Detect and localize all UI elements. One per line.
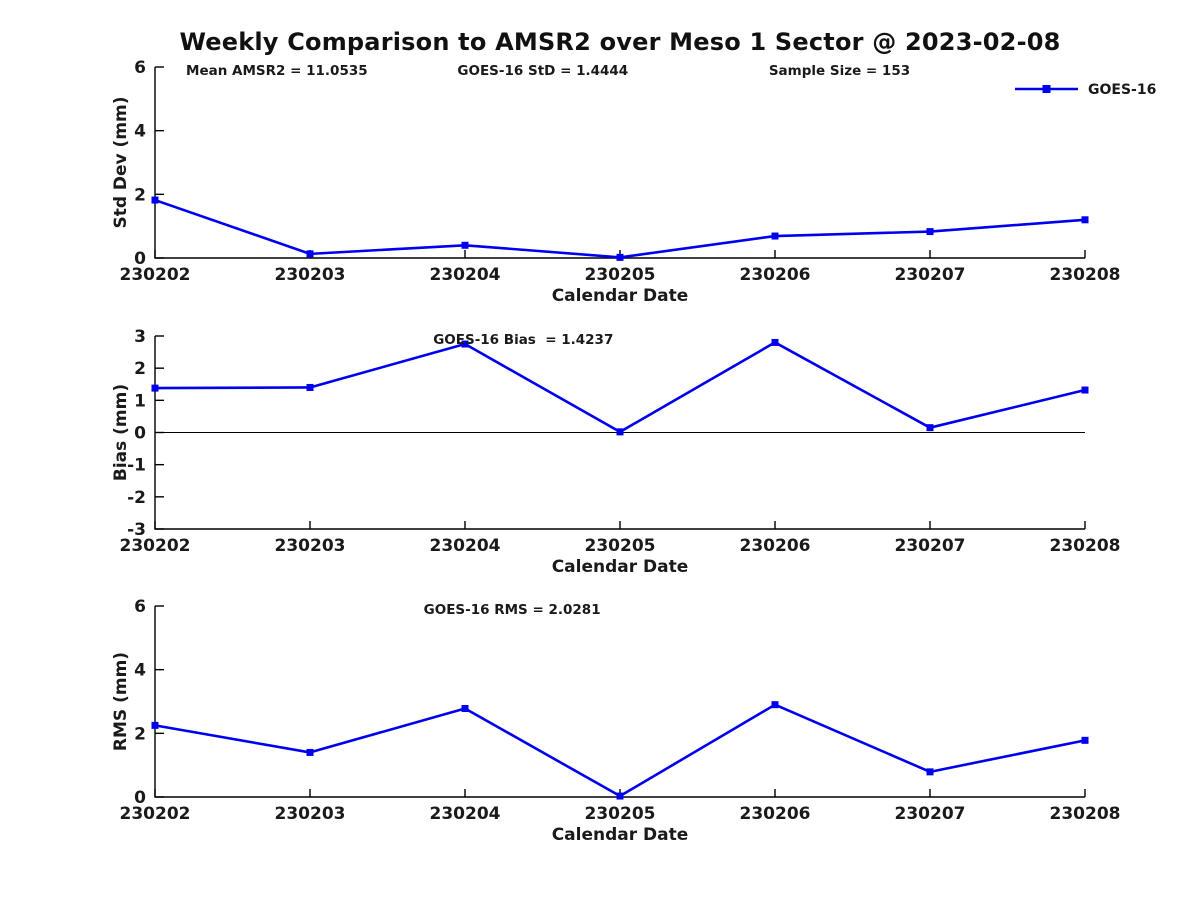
x-tick-label: 230203: [275, 265, 346, 285]
std-dev-xlabel: Calendar Date: [552, 286, 689, 305]
x-tick-label: 230207: [895, 536, 966, 556]
x-tick-label: 230202: [120, 265, 191, 285]
y-tick-label: 1: [134, 391, 146, 411]
legend-marker: [1042, 85, 1051, 93]
data-point-marker: [151, 196, 159, 204]
rms-xlabel: Calendar Date: [552, 825, 689, 845]
data-point-marker: [926, 424, 934, 432]
figure-title: Weekly Comparison to AMSR2 over Meso 1 S…: [179, 28, 1061, 56]
y-tick-label: 6: [134, 597, 146, 617]
y-tick-label: -3: [127, 520, 146, 540]
rms-ylabel: RMS (mm): [111, 652, 131, 751]
y-tick-label: 0: [134, 424, 146, 444]
rms-subplot: 0 2 4 6 230202 230203 230204 230205 230206 230207…: [0, 595, 1200, 860]
bias-subplot: -3 -2 -1 0 1 2 3 230202 230203 230204 230205 230206…: [0, 325, 1200, 577]
data-point-marker: [771, 232, 779, 240]
data-point-marker: [461, 705, 469, 713]
y-tick-label: -1: [127, 456, 146, 476]
x-tick-label: 230203: [275, 536, 346, 556]
y-tick-label: 4: [134, 661, 146, 681]
x-tick-label: 230208: [1050, 536, 1121, 556]
annotation: GOES-16 Bias = 1.4237: [433, 332, 613, 348]
data-point-marker: [771, 338, 779, 346]
x-tick-label: 230204: [430, 536, 501, 556]
std-dev-ylabel: Std Dev (mm): [111, 96, 131, 228]
data-point-marker: [616, 792, 624, 800]
annotation: GOES-16 StD = 1.4444: [457, 63, 628, 79]
y-tick-label: 2: [134, 359, 146, 379]
legend-label: GOES-16: [1088, 82, 1156, 98]
data-point-marker: [1081, 736, 1089, 744]
rms-chart-svg: 0 2 4 6 230202 230203 230204 230205 230206 230207…: [111, 597, 1121, 845]
bias-ylabel: Bias (mm): [111, 384, 131, 481]
x-tick-label: 230204: [430, 265, 501, 285]
data-point-marker: [771, 701, 779, 709]
data-point-marker: [151, 721, 159, 729]
data-point-marker: [1081, 386, 1089, 394]
x-tick-label: 230203: [275, 804, 346, 824]
y-tick-label: 4: [134, 122, 146, 142]
data-point-marker: [151, 384, 159, 392]
annotation: Sample Size = 153: [769, 63, 910, 79]
x-tick-label: 230208: [1050, 804, 1121, 824]
y-tick-label: 2: [134, 185, 146, 205]
bias-xlabel: Calendar Date: [552, 557, 689, 575]
y-tick-label: 6: [134, 58, 146, 78]
x-tick-label: 230208: [1050, 265, 1121, 285]
data-point-marker: [616, 253, 624, 261]
x-tick-label: 230204: [430, 804, 501, 824]
y-tick-label: 0: [134, 788, 146, 808]
data-point-marker: [306, 748, 314, 756]
data-point-marker: [461, 241, 469, 249]
x-tick-label: 230207: [895, 804, 966, 824]
x-tick-label: 230205: [585, 804, 656, 824]
x-tick-label: 230207: [895, 265, 966, 285]
y-tick-label: 0: [134, 249, 146, 269]
std-dev-series-line: [154, 198, 1086, 259]
x-tick-label: 230206: [740, 536, 811, 556]
data-point-marker: [616, 428, 624, 436]
y-tick-label: 2: [134, 724, 146, 744]
rms-series-line: [154, 703, 1086, 798]
data-point-marker: [461, 340, 469, 348]
bias-series-line: [154, 341, 1086, 434]
std-dev-subplot: 0 2 4 6 230202 230203 230204 230205 230206 230207…: [0, 55, 1200, 306]
bias-chart-svg: -3 -2 -1 0 1 2 3 230202 230203 230204 230205 230206…: [111, 327, 1121, 577]
x-tick-label: 230202: [120, 536, 191, 556]
data-point-marker: [926, 768, 934, 776]
std-dev-chart-svg: 0 2 4 6 230202 230203 230204 230205 230206 230207…: [111, 58, 1156, 306]
x-tick-label: 230206: [740, 804, 811, 824]
data-point-marker: [926, 228, 934, 236]
annotation: GOES-16 RMS = 2.0281: [424, 602, 601, 618]
x-tick-label: 230205: [585, 265, 656, 285]
annotation: Mean AMSR2 = 11.0535: [186, 63, 368, 79]
x-tick-label: 230205: [585, 536, 656, 556]
data-point-marker: [1081, 216, 1089, 224]
y-tick-label: -2: [127, 488, 146, 508]
data-point-marker: [306, 383, 314, 391]
y-tick-label: 3: [134, 327, 146, 347]
data-point-marker: [306, 250, 314, 258]
x-tick-label: 230202: [120, 804, 191, 824]
x-tick-label: 230206: [740, 265, 811, 285]
